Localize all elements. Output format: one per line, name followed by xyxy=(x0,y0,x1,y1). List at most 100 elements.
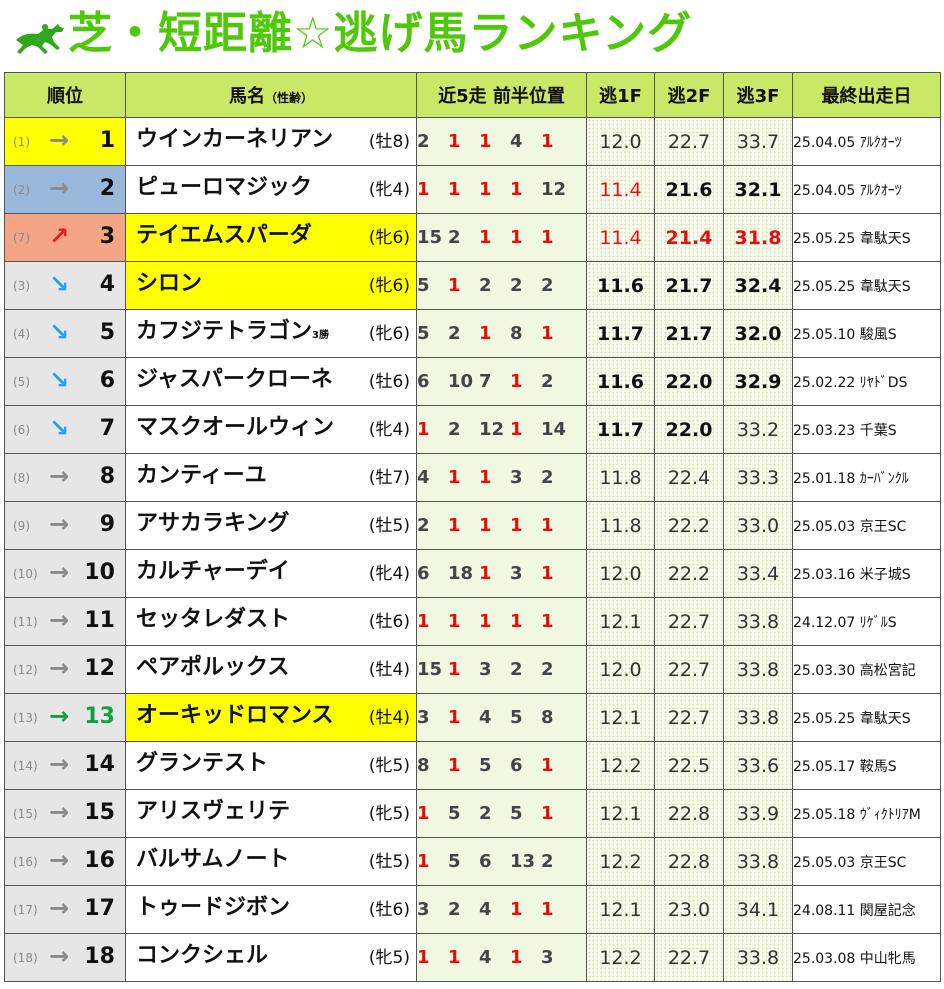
rank-number: 15 xyxy=(84,800,115,825)
position-value: 1 xyxy=(448,131,461,152)
escape-1f-time: 12.2 xyxy=(586,741,655,790)
header-f2: 逃2F xyxy=(654,72,724,118)
rank-number: 6 xyxy=(99,368,115,393)
position-value: 15 xyxy=(417,227,443,248)
position-value: 1 xyxy=(541,611,554,632)
escape-3f-time: 33.9 xyxy=(723,789,793,838)
ranking-table: 順位 馬名（性齢） 近5走 前半位置 逃1F 逃2F 逃3F 最終出走日 (1)… xyxy=(4,72,941,982)
position-value: 1 xyxy=(417,419,430,440)
table-row: (9) → 9 アサカラキング (牡5) 2 1 1 1 1 11.8 22.2 33.0 25.05.0… xyxy=(4,501,941,550)
last-race-cell: 25.05.03 京王SC xyxy=(792,501,941,550)
escape-1f-time: 12.1 xyxy=(586,597,655,646)
position-value: 6 xyxy=(417,563,430,584)
position-value: 5 xyxy=(448,851,461,872)
table-row: (17) → 17 トゥードジボン (牡6) 3 2 4 1 1 12.1 23.0 34.1 24.08… xyxy=(4,885,941,934)
escape-3f-time: 33.0 xyxy=(723,501,793,550)
position-value: 5 xyxy=(510,803,523,824)
escape-2f-time: 21.6 xyxy=(654,165,724,214)
position-value: 18 xyxy=(448,563,474,584)
sex-age: (牡8) xyxy=(368,132,410,152)
position-value: 1 xyxy=(479,467,492,488)
rank-cell: (5) ↘ 6 xyxy=(4,357,126,406)
trend-arrow-icon: → xyxy=(49,126,70,154)
rank-number: 9 xyxy=(99,512,115,537)
rank-cell: (6) ↘ 7 xyxy=(4,405,126,454)
recent-positions-cell: 1 1 1 1 12 xyxy=(416,165,587,214)
recent-positions-cell: 1 5 6 13 2 xyxy=(416,837,587,886)
horse-name-text: オーキッドロマンス xyxy=(136,703,334,728)
position-value: 2 xyxy=(541,851,554,872)
horse-name-cell: バルサムノート (牡5) xyxy=(125,837,417,886)
escape-2f-time: 22.7 xyxy=(654,933,724,982)
table-row: (3) ↘ 4 シロン (牝6) 5 1 2 2 2 11.6 21.7 32.4 25.05.25 韋駄… xyxy=(4,261,941,310)
header-f3: 逃3F xyxy=(723,72,793,118)
trend-arrow-icon: → xyxy=(49,462,70,490)
position-value: 12 xyxy=(479,419,505,440)
recent-positions-cell: 6 18 1 3 1 xyxy=(416,549,587,598)
horse-name-cell: トゥードジボン (牡6) xyxy=(125,885,417,934)
last-race-cell: 25.03.23 千葉S xyxy=(792,405,941,454)
escape-2f-time: 21.7 xyxy=(654,309,724,358)
horse-name-cell: ピューロマジック (牝4) xyxy=(125,165,417,214)
rank-cell: (8) → 8 xyxy=(4,453,126,502)
horse-name: コンクシェル xyxy=(136,942,268,970)
position-value: 2 xyxy=(448,227,461,248)
horse-name-text: ペアポルックス xyxy=(136,655,290,680)
rank-number: 2 xyxy=(99,176,115,201)
sex-age: (牝5) xyxy=(368,756,410,776)
trend-arrow-icon: ↘ xyxy=(49,366,70,394)
position-value: 1 xyxy=(510,419,523,440)
horse-name-text: トゥードジボン xyxy=(136,895,291,920)
position-value: 1 xyxy=(448,707,461,728)
escape-1f-time: 11.7 xyxy=(586,405,655,454)
rank-cell: (18) → 18 xyxy=(4,933,126,982)
last-race-cell: 25.02.22 ﾘﾔﾄﾞDS xyxy=(792,357,941,406)
escape-3f-time: 33.8 xyxy=(723,597,793,646)
rank-number: 17 xyxy=(84,896,115,921)
position-value: 4 xyxy=(479,899,492,920)
page-title: 芝・短距離☆逃げ馬ランキング xyxy=(68,8,693,59)
rank-cell: (7) ↗ 3 xyxy=(4,213,126,262)
horse-name: バルサムノート xyxy=(136,846,290,874)
sex-age: (牝4) xyxy=(368,420,410,440)
sex-age: (牝4) xyxy=(368,180,410,200)
position-value: 2 xyxy=(541,275,554,296)
sex-age: (牡4) xyxy=(368,660,410,680)
trend-arrow-icon: → xyxy=(49,702,70,730)
escape-3f-time: 33.4 xyxy=(723,549,793,598)
escape-1f-time: 11.4 xyxy=(586,213,655,262)
trend-arrow-icon: → xyxy=(49,654,70,682)
rank-cell: (17) → 17 xyxy=(4,885,126,934)
horse-name: セッタレダスト xyxy=(136,606,290,634)
racehorse-icon xyxy=(16,24,64,54)
table-row: (2) → 2 ピューロマジック (牝4) 1 1 1 1 12 11.4 21.6 32.1 25.04… xyxy=(4,165,941,214)
last-race-cell: 25.04.05 ｱﾙｸｵｰﾂ xyxy=(792,165,941,214)
horse-name-text: シロン xyxy=(136,271,203,296)
position-value: 2 xyxy=(541,371,554,392)
horse-name-cell: シロン (牝6) xyxy=(125,261,417,310)
escape-2f-time: 22.4 xyxy=(654,453,724,502)
rank-number: 5 xyxy=(99,320,115,345)
last-race-cell: 25.05.03 京王SC xyxy=(792,837,941,886)
escape-1f-time: 12.2 xyxy=(586,933,655,982)
horse-name-text: ピューロマジック xyxy=(136,175,313,200)
escape-2f-time: 22.7 xyxy=(654,645,724,694)
previous-rank: (16) xyxy=(13,855,38,869)
sex-age: (牝4) xyxy=(368,564,410,584)
rank-number: 11 xyxy=(84,608,115,633)
rank-cell: (11) → 11 xyxy=(4,597,126,646)
rank-cell: (14) → 14 xyxy=(4,741,126,790)
horse-name: ペアポルックス xyxy=(136,654,289,682)
trend-arrow-icon: ↘ xyxy=(49,318,70,346)
previous-rank: (4) xyxy=(13,327,30,341)
position-value: 1 xyxy=(417,611,430,632)
escape-3f-time: 32.1 xyxy=(723,165,793,214)
horse-name: アリスヴェリテ xyxy=(136,798,290,826)
escape-1f-time: 12.2 xyxy=(586,837,655,886)
header-rank: 順位 xyxy=(4,72,126,118)
horse-name: カンティーユ xyxy=(136,462,267,490)
horse-name: グランテスト xyxy=(136,750,268,778)
escape-2f-time: 21.4 xyxy=(654,213,724,262)
previous-rank: (15) xyxy=(13,807,38,821)
